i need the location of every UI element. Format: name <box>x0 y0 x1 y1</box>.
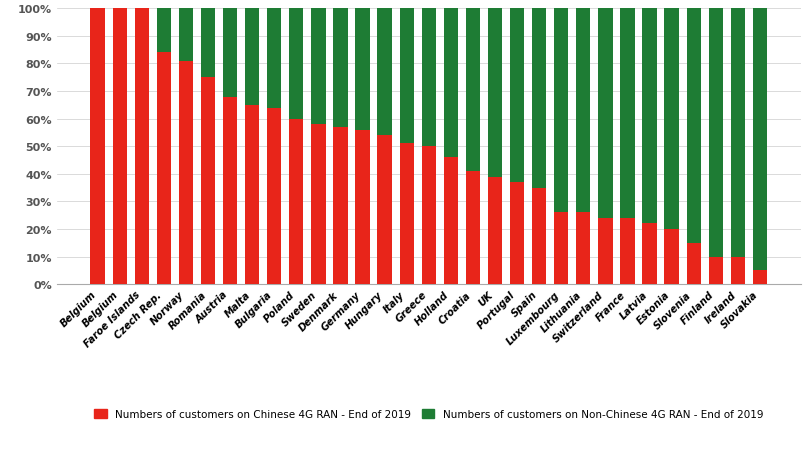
Legend: Numbers of customers on Chinese 4G RAN - End of 2019, Numbers of customers on No: Numbers of customers on Chinese 4G RAN -… <box>91 406 766 423</box>
Bar <box>400 144 414 285</box>
Bar <box>554 9 569 285</box>
Bar <box>311 9 325 285</box>
Bar <box>731 257 745 285</box>
Bar <box>532 9 546 285</box>
Bar <box>311 125 325 285</box>
Bar <box>598 9 612 285</box>
Bar <box>598 218 612 285</box>
Bar <box>267 108 282 285</box>
Bar <box>621 218 634 285</box>
Bar <box>421 147 436 285</box>
Bar <box>245 106 260 285</box>
Bar <box>378 9 392 285</box>
Bar <box>157 9 171 285</box>
Bar <box>576 213 591 285</box>
Bar <box>201 9 215 285</box>
Bar <box>642 224 657 285</box>
Bar <box>289 119 303 285</box>
Bar <box>355 130 370 285</box>
Bar <box>752 271 767 285</box>
Bar <box>687 243 701 285</box>
Bar <box>664 230 679 285</box>
Bar <box>510 9 524 285</box>
Bar <box>709 257 723 285</box>
Bar <box>443 158 458 285</box>
Bar <box>355 9 370 285</box>
Bar <box>752 9 767 285</box>
Bar <box>333 128 348 285</box>
Bar <box>91 9 105 285</box>
Bar <box>201 78 215 285</box>
Bar <box>134 9 149 285</box>
Bar <box>576 9 591 285</box>
Bar <box>223 9 237 285</box>
Bar <box>532 188 546 285</box>
Bar <box>112 9 127 285</box>
Bar <box>91 9 105 285</box>
Bar <box>687 9 701 285</box>
Bar <box>621 9 634 285</box>
Bar <box>554 213 569 285</box>
Bar <box>443 9 458 285</box>
Bar <box>421 9 436 285</box>
Bar <box>642 9 657 285</box>
Bar <box>466 9 480 285</box>
Bar <box>157 53 171 285</box>
Bar <box>709 9 723 285</box>
Bar <box>731 9 745 285</box>
Bar <box>179 62 193 285</box>
Bar <box>134 9 149 285</box>
Bar <box>289 9 303 285</box>
Bar <box>245 9 260 285</box>
Bar <box>510 183 524 285</box>
Bar <box>223 97 237 285</box>
Bar <box>488 9 502 285</box>
Bar <box>112 9 127 285</box>
Bar <box>333 9 348 285</box>
Bar <box>267 9 282 285</box>
Bar <box>466 172 480 285</box>
Bar <box>378 136 392 285</box>
Bar <box>664 9 679 285</box>
Bar <box>179 9 193 285</box>
Bar <box>400 9 414 285</box>
Bar <box>488 177 502 285</box>
